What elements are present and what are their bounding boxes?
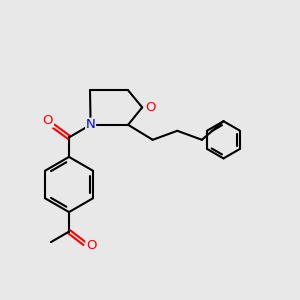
Text: O: O [43, 114, 53, 127]
Text: O: O [145, 101, 156, 114]
Text: O: O [86, 238, 97, 252]
Text: N: N [86, 118, 95, 131]
